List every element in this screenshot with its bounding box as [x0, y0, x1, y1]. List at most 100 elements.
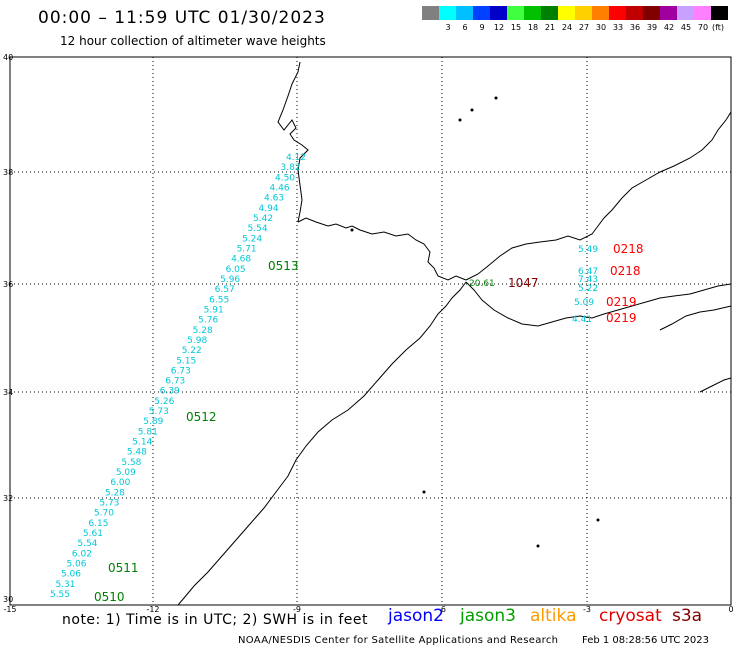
scale-swatch — [524, 6, 541, 20]
footer-agency: NOAA/NESDIS Center for Satellite Applica… — [238, 635, 559, 646]
wave-height-value: 5.09 — [116, 468, 136, 478]
pass-time-label: 1047 — [508, 276, 539, 290]
wave-height-value: 6.02 — [72, 549, 92, 559]
legend-s3a: s3a — [672, 606, 703, 626]
scale-label: 42 — [663, 23, 675, 32]
legend-jason2: jason2 — [388, 606, 444, 626]
scale-label: 15 — [510, 23, 522, 32]
legend-jason3: jason3 — [460, 606, 516, 626]
wave-height-value: 20.61 — [469, 279, 495, 289]
wave-height-value: 5.55 — [50, 590, 70, 600]
scale-swatch — [473, 6, 490, 20]
wave-height-value: 5.22 — [182, 346, 202, 356]
wave-height-value: 5.28 — [193, 326, 213, 336]
scale-label: 21 — [544, 23, 556, 32]
legend-cryosat: cryosat — [599, 606, 662, 626]
wave-height-value: 6.55 — [209, 295, 229, 305]
scale-swatch — [439, 6, 456, 20]
island — [422, 490, 426, 494]
wave-height-value: 5.15 — [176, 356, 196, 366]
pass-time-label: 0511 — [108, 561, 139, 575]
scale-swatch — [456, 6, 473, 20]
wave-height-value: 5.31 — [55, 580, 75, 590]
scale-label: 6 — [462, 23, 468, 32]
pass-time-label: 0219 — [606, 311, 637, 325]
scale-label: 3 — [445, 23, 451, 32]
wave-height-value: 6.73 — [171, 366, 191, 376]
wave-height-value: 4.94 — [259, 204, 279, 214]
wave-height-value: 5.54 — [248, 224, 268, 234]
wave-height-value: 5.26 — [154, 397, 174, 407]
wave-height-color-scale: 3 6 9 12 15 18 21 24 27 30 33 36 39 42 45 70 (ft) — [422, 6, 728, 36]
coastline — [699, 377, 732, 393]
wave-height-value: 5.22 — [578, 284, 598, 294]
coastline — [659, 305, 732, 331]
scale-swatch — [643, 6, 660, 20]
lon-tick-label: -15 — [3, 605, 16, 614]
wave-height-value: 5.98 — [187, 336, 207, 346]
wave-height-value: 7.43 — [578, 275, 598, 285]
scale-swatch — [609, 6, 626, 20]
island — [470, 108, 474, 112]
wave-height-value: 5.48 — [127, 448, 147, 458]
map-subtitle: 12 hour collection of altimeter wave hei… — [60, 34, 326, 48]
island — [458, 118, 462, 122]
scale-label: 33 — [612, 23, 624, 32]
scale-label: 36 — [629, 23, 641, 32]
wave-height-value: 5.89 — [143, 417, 163, 427]
wave-height-value: 6.00 — [110, 478, 130, 488]
legend-altika: altika — [530, 606, 577, 626]
lon-tick-label: -3 — [583, 605, 591, 614]
wave-height-value: 4.63 — [264, 194, 284, 204]
wave-height-value: 5.96 — [220, 275, 240, 285]
scale-label: 45 — [680, 23, 692, 32]
scale-swatch — [711, 6, 728, 20]
wave-height-value: 5.91 — [204, 305, 224, 315]
wave-height-value: 6.47 — [578, 267, 598, 277]
pass-time-label: 0219 — [606, 295, 637, 309]
pass-time-label: 0218 — [610, 264, 641, 278]
island — [536, 544, 540, 548]
pass-time-label: 0512 — [186, 410, 217, 424]
lat-tick-label: 38 — [3, 168, 13, 177]
wave-height-value: 5.73 — [99, 499, 119, 509]
wave-height-value: 5.76 — [198, 316, 218, 326]
lat-tick-label: 40 — [3, 53, 13, 62]
lon-tick-label: -12 — [146, 605, 159, 614]
scale-label: 9 — [479, 23, 485, 32]
lon-tick-label: -6 — [438, 605, 446, 614]
wave-height-value: 5.70 — [94, 509, 114, 519]
wave-height-value: 5.42 — [253, 214, 273, 224]
map-title: 00:00 – 11:59 UTC 01/30/2023 — [38, 8, 326, 28]
scale-label: 18 — [527, 23, 539, 32]
wave-height-value: 5.71 — [237, 244, 257, 254]
coastline — [277, 61, 309, 223]
wave-height-value: 5.49 — [578, 245, 598, 255]
scale-label: 12 — [493, 23, 505, 32]
pass-time-label: 0218 — [613, 242, 644, 256]
scale-swatch — [490, 6, 507, 20]
lat-tick-label: 30 — [3, 595, 13, 604]
wave-height-value: 5.14 — [132, 438, 152, 448]
wave-height-value: 3.82 — [280, 163, 300, 173]
wave-height-value: 6.15 — [88, 519, 108, 529]
scale-swatch — [626, 6, 643, 20]
island — [494, 96, 498, 100]
island — [350, 228, 354, 232]
coastline — [465, 111, 732, 281]
pass-time-label: 0513 — [268, 259, 299, 273]
coastline — [177, 281, 467, 606]
wave-height-value: 4.41 — [572, 315, 592, 325]
scale-swatch — [541, 6, 558, 20]
wave-height-value: 5.61 — [83, 529, 103, 539]
lat-tick-label: 34 — [3, 388, 13, 397]
wave-height-value: 5.24 — [242, 234, 262, 244]
wave-height-value: 5.09 — [574, 298, 594, 308]
wave-height-value: 6.05 — [226, 265, 246, 275]
wave-height-value: 4.50 — [275, 173, 295, 183]
scale-swatch — [694, 6, 711, 20]
wave-height-value: 5.06 — [66, 560, 86, 570]
wave-height-value: 5.73 — [149, 407, 169, 417]
island — [596, 518, 600, 522]
